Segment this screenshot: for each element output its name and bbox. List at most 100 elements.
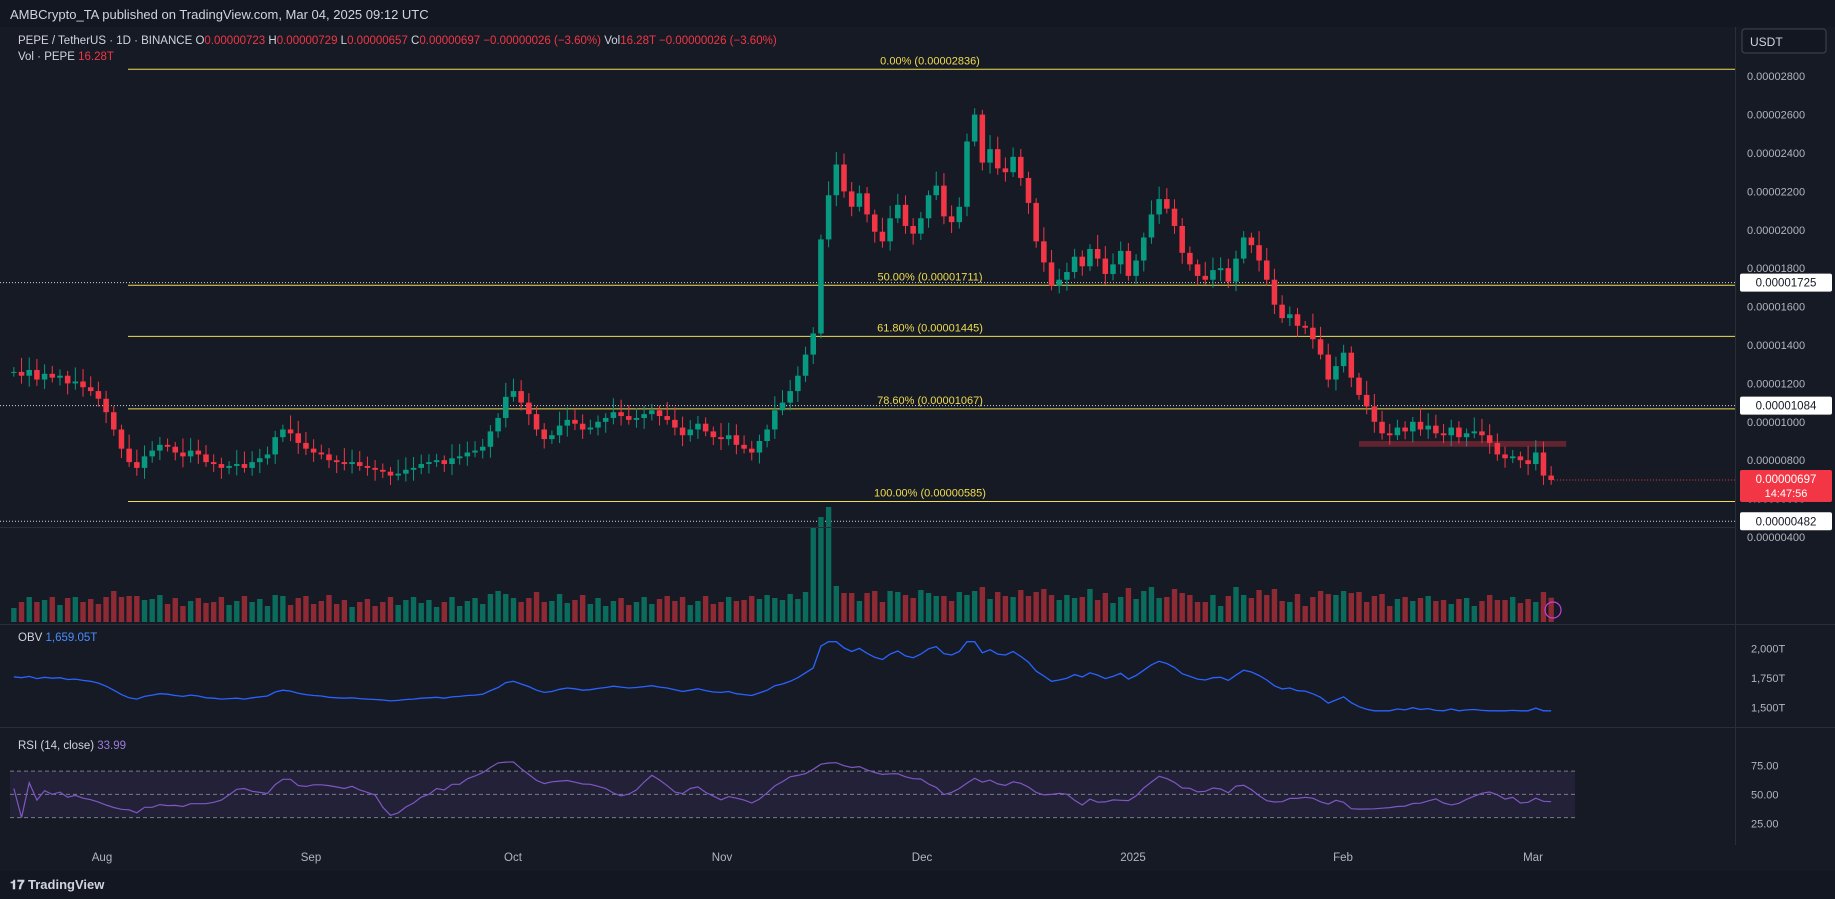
volume-bar <box>902 595 909 622</box>
volume-bar <box>518 602 524 622</box>
volume-bar <box>633 602 640 622</box>
volume-bar <box>687 605 693 622</box>
lightning-icon <box>1544 601 1562 619</box>
candle-body <box>1448 427 1454 436</box>
time-tick-label: Oct <box>504 852 523 864</box>
volume-bar <box>1225 596 1232 622</box>
candle-body <box>280 429 286 438</box>
candle-body <box>1002 168 1009 173</box>
volume-bar <box>211 602 217 622</box>
candle-body <box>633 417 640 420</box>
candle-body <box>11 371 17 373</box>
candle-body <box>1010 156 1016 173</box>
volume-bar <box>910 598 916 622</box>
candle-body <box>933 185 939 196</box>
tradingview-mark-icon: 𝟏𝟕 <box>10 877 25 892</box>
symbol-label[interactable]: PEPE / TetherUS · 1D · BINANCE <box>18 35 193 47</box>
close-value: 0.00000697 <box>419 35 481 47</box>
tradingview-logo[interactable]: 𝟏𝟕 TradingView <box>10 877 104 893</box>
candle-body <box>772 410 778 430</box>
candle-body <box>533 414 540 430</box>
chart-canvas[interactable]: 0.00% (0.00002836) 50.00% (0.00001711) 61.… <box>0 27 1835 871</box>
volume-bar <box>1148 587 1155 622</box>
candle-body <box>1494 442 1501 455</box>
main-legend[interactable]: PEPE / TetherUS · 1D · BINANCE O0.000007… <box>18 35 777 47</box>
candle-body <box>1179 225 1185 253</box>
volume-bar <box>1433 601 1439 622</box>
candle-body <box>195 450 202 455</box>
candle-body <box>971 114 978 142</box>
obv-pane <box>13 641 1552 712</box>
candle-body <box>556 425 563 436</box>
candle-body <box>272 437 278 455</box>
candle-body <box>825 195 832 240</box>
candle-body <box>856 193 863 207</box>
volume-bar <box>95 604 102 622</box>
candle-body <box>941 185 947 217</box>
volume-pane-label: Vol · PEPE <box>18 51 75 63</box>
obv-tick-label: 1,500T <box>1751 702 1786 714</box>
candle-body <box>910 225 916 234</box>
price-tick-label: 0.00000800 <box>1747 455 1805 467</box>
volume-bar <box>487 594 494 622</box>
candle-body <box>1125 250 1132 276</box>
candle-body <box>249 462 255 468</box>
volume-bar <box>618 598 624 622</box>
volume-bar <box>49 597 55 622</box>
volume-bar <box>933 596 939 622</box>
volume-bar <box>1002 596 1009 622</box>
candle-body <box>479 446 486 451</box>
candle-body <box>118 429 125 449</box>
candle-body <box>1363 394 1370 407</box>
volume-bar <box>1402 597 1408 622</box>
volume-bar <box>380 602 386 622</box>
price-tick-label: 0.00002200 <box>1747 186 1805 198</box>
candle-body <box>787 391 793 403</box>
volume-bar <box>264 606 271 622</box>
obv-label: OBV <box>18 632 43 644</box>
candle-body <box>948 216 955 223</box>
candle-body <box>1410 421 1416 432</box>
volume-bar <box>203 603 209 622</box>
candle-body <box>510 391 517 397</box>
volume-bar <box>1102 593 1109 622</box>
volume-bar <box>472 598 478 622</box>
candle-body <box>1433 425 1439 434</box>
candle-body <box>218 464 225 468</box>
volume-bar <box>1271 589 1278 622</box>
price-tick-label: 0.00002000 <box>1747 225 1805 237</box>
volume-legend[interactable]: Vol · PEPE 16.28T <box>18 51 114 63</box>
volume-bar <box>1217 606 1224 622</box>
candle-body <box>203 454 209 463</box>
obv-legend[interactable]: OBV 1,659.05T <box>18 632 97 644</box>
candle-body <box>795 375 801 392</box>
candle-body <box>1233 258 1239 282</box>
volume-bar <box>1233 587 1239 622</box>
price-tick-label: 0.00001000 <box>1747 417 1805 429</box>
volume-bar <box>80 602 86 622</box>
obv-tick-label: 1,750T <box>1751 673 1786 685</box>
rsi-value: 33.99 <box>97 740 127 752</box>
candle-body <box>964 141 970 207</box>
candle-body <box>1148 214 1155 238</box>
volume-bar <box>180 606 186 622</box>
candle-body <box>1502 454 1508 459</box>
candle-body <box>1240 237 1247 259</box>
volume-bar <box>364 599 371 622</box>
volume-bar <box>157 595 163 622</box>
volume-bar <box>1517 603 1524 622</box>
volume-bar <box>1187 595 1193 622</box>
vol-label: Vol <box>604 35 621 47</box>
candle-body <box>410 467 417 470</box>
candle-body <box>610 412 617 418</box>
price-tick-label: 0.00000400 <box>1747 532 1805 544</box>
volume-bar <box>1171 589 1178 622</box>
volume-bar <box>971 591 978 622</box>
volume-bar <box>1125 588 1132 622</box>
rsi-legend[interactable]: RSI (14, close) 33.99 <box>18 740 126 752</box>
candle-body <box>341 462 348 465</box>
volume-bar <box>872 591 878 622</box>
volume-bar <box>825 507 832 622</box>
volume-bar <box>1379 594 1385 622</box>
volume-bar <box>579 595 586 622</box>
